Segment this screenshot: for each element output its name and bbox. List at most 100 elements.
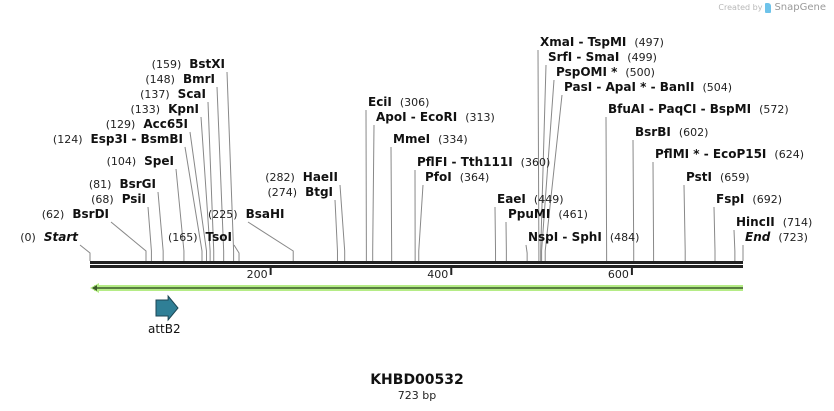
enzyme-name: PsiI xyxy=(122,192,146,206)
feature-arrows[interactable] xyxy=(155,294,179,322)
cut-site-spei[interactable]: (104) SpeI xyxy=(107,154,174,168)
svg-text:(282)HaeII[interactable]: (282) HaeII xyxy=(265,170,338,184)
feature-arrow-attb2-icon[interactable] xyxy=(155,294,179,322)
svg-text:(148)BmrI[interactable]: (148) BmrI xyxy=(145,72,215,86)
cut-site-apoi-ecori[interactable]: ApoI - EcoRI (313) xyxy=(376,110,495,124)
cut-site-tsoi[interactable]: (165) TsoI xyxy=(168,230,232,244)
enzyme-name: End xyxy=(745,230,771,244)
cut-position: (129) xyxy=(106,118,136,131)
cut-site-psii[interactable]: (68) PsiI xyxy=(91,192,146,206)
backbone-top-strand xyxy=(90,261,743,264)
cut-site-kpni[interactable]: (133) KpnI xyxy=(131,102,200,116)
svg-text:(124)Esp3I - BsmBI[interactable]: (124) Esp3I - BsmBI xyxy=(53,132,183,146)
cut-position: (497) xyxy=(634,36,664,49)
credit-prefix: Created by xyxy=(718,3,763,12)
svg-text:(129)Acc65I[interactable]: (129) Acc65I xyxy=(106,117,188,131)
enzyme-name: PpuMI xyxy=(508,207,550,221)
cut-site-mmei[interactable]: MmeI (334) xyxy=(393,132,468,146)
cut-site-scai[interactable]: (137) ScaI xyxy=(140,87,206,101)
cut-site-fspi[interactable]: FspI (692) xyxy=(716,192,782,206)
cut-position: (104) xyxy=(107,155,137,168)
cut-site-haeii[interactable]: (282) HaeII xyxy=(265,170,338,184)
cut-position: (714) xyxy=(783,216,813,229)
cut-position: (500) xyxy=(625,66,655,79)
svg-text:(104)SpeI[interactable]: (104) SpeI xyxy=(107,154,174,168)
svg-text:(165)TsoI[interactable]: (165) TsoI xyxy=(168,230,232,244)
cut-site-pspomi-[interactable]: PspOMI * (500) xyxy=(556,65,655,79)
cut-site-pfoi[interactable]: PfoI (364) xyxy=(425,170,489,184)
cut-site-line xyxy=(525,244,528,261)
cut-site-nspi-sphi[interactable]: NspI - SphI (484) xyxy=(528,230,639,244)
svg-text:PstI(659)[interactable]: PstI (659) xyxy=(686,170,750,184)
cut-site-bmri[interactable]: (148) BmrI xyxy=(145,72,215,86)
cut-site-line xyxy=(157,191,164,261)
cut-position: (449) xyxy=(534,193,564,206)
svg-text:NspI - SphI(484)[interactable]: NspI - SphI (484) xyxy=(528,230,639,244)
map-length: 723 bp xyxy=(397,389,437,402)
enzyme-name: Start xyxy=(44,230,79,244)
cut-site-pasi-apai-banii[interactable]: PasI - ApaI * - BanII (504) xyxy=(564,80,732,94)
svg-text:(62)BsrDI[interactable]: (62) BsrDI xyxy=(42,207,109,221)
cut-site-esp3i-bsmbi[interactable]: (124) Esp3I - BsmBI xyxy=(53,132,183,146)
svg-text:(274)BtgI[interactable]: (274) BtgI xyxy=(267,185,333,199)
svg-text:BfuAI - PaqCI - BspMI(572)[interactable]: BfuAI - PaqCI - BspMI (572) xyxy=(608,102,789,116)
cut-site-start[interactable]: (0) Start xyxy=(20,230,79,244)
enzyme-name: BstXI xyxy=(189,57,225,71)
cut-site-psti[interactable]: PstI (659) xyxy=(686,170,750,184)
svg-text:FspI(692)[interactable]: FspI (692) xyxy=(716,192,782,206)
cut-site-bfuai-paqci-bspmi[interactable]: BfuAI - PaqCI - BspMI (572) xyxy=(608,102,789,116)
cut-site-btgi[interactable]: (274) BtgI xyxy=(267,185,333,199)
svg-text:(159)BstXI[interactable]: (159) BstXI xyxy=(152,57,225,71)
cut-site-bsrdi[interactable]: (62) BsrDI xyxy=(42,207,109,221)
cut-site-line xyxy=(713,206,716,261)
svg-text:EaeI(449)[interactable]: EaeI (449) xyxy=(497,192,564,206)
cut-position: (282) xyxy=(265,171,295,184)
cut-position: (360) xyxy=(521,156,551,169)
cut-site-ecii[interactable]: EciI (306) xyxy=(368,95,429,109)
svg-text:PflMI * - EcoP15I(624)[interactable]: PflMI * - EcoP15I (624) xyxy=(655,147,804,161)
svg-text:PpuMI(461)[interactable]: PpuMI (461) xyxy=(508,207,588,221)
svg-text:(0)Start[interactable]: (0) Start xyxy=(20,230,79,244)
cut-site-eaei[interactable]: EaeI (449) xyxy=(497,192,564,206)
feature-bar[interactable] xyxy=(90,283,743,293)
tick-mark xyxy=(450,268,453,275)
svg-text:EciI(306)[interactable]: EciI (306) xyxy=(368,95,429,109)
svg-text:(225)BsaHI[interactable]: (225) BsaHI xyxy=(208,207,285,221)
cut-site-bstxi[interactable]: (159) BstXI xyxy=(152,57,225,71)
enzyme-name: BsrGI xyxy=(119,177,156,191)
cut-site-line xyxy=(544,94,563,261)
svg-text:End(723)[interactable]: End (723) xyxy=(745,230,808,244)
svg-text:PspOMI *(500)[interactable]: PspOMI * (500) xyxy=(556,65,655,79)
svg-text:HincII(714)[interactable]: HincII (714) xyxy=(736,215,812,229)
svg-text:PfoI(364)[interactable]: PfoI (364) xyxy=(425,170,489,184)
cut-site-bsrgi[interactable]: (81) BsrGI xyxy=(89,177,156,191)
svg-text:(137)ScaI[interactable]: (137) ScaI xyxy=(140,87,206,101)
cut-site-pflmi-ecop15i[interactable]: PflMI * - EcoP15I (624) xyxy=(655,147,804,161)
cut-site-line xyxy=(733,229,736,261)
enzyme-name: PflFI - Tth111I xyxy=(417,155,513,169)
cut-site-bsahi[interactable]: (225) BsaHI xyxy=(208,207,285,221)
cut-site-end[interactable]: End (723) xyxy=(745,230,808,244)
cut-site-hincii[interactable]: HincII (714) xyxy=(736,215,812,229)
svg-text:PasI - ApaI * - BanII(504)[interactable]: PasI - ApaI * - BanII (504) xyxy=(564,80,732,94)
svg-text:(81)BsrGI[interactable]: (81) BsrGI xyxy=(89,177,156,191)
cut-site-pflfi-tth111i[interactable]: PflFI - Tth111I (360) xyxy=(417,155,550,169)
cut-site-acc65i[interactable]: (129) Acc65I xyxy=(106,117,188,131)
cut-site-bsrbi[interactable]: BsrBI (602) xyxy=(635,125,708,139)
svg-text:(68)PsiI[interactable]: (68) PsiI xyxy=(91,192,146,206)
enzyme-name: BtgI xyxy=(305,185,333,199)
backbone-bottom-strand xyxy=(90,265,743,268)
enzyme-name: SpeI xyxy=(144,154,174,168)
svg-text:SrfI - SmaI(499)[interactable]: SrfI - SmaI (499) xyxy=(548,50,657,64)
svg-text:MmeI(334)[interactable]: MmeI (334) xyxy=(393,132,468,146)
svg-text:BsrBI(602)[interactable]: BsrBI (602) xyxy=(635,125,708,139)
svg-text:ApoI - EcoRI(313)[interactable]: ApoI - EcoRI (313) xyxy=(376,110,495,124)
svg-text:(133)KpnI[interactable]: (133) KpnI xyxy=(131,102,200,116)
cut-site-srfi-smai[interactable]: SrfI - SmaI (499) xyxy=(548,50,657,64)
cut-site-xmai-tspmi[interactable]: XmaI - TspMI (497) xyxy=(540,35,664,49)
cut-site-ppumi[interactable]: PpuMI (461) xyxy=(508,207,588,221)
svg-text:XmaI - TspMI(497)[interactable]: XmaI - TspMI (497) xyxy=(540,35,664,49)
svg-text:PflFI - Tth111I(360)[interactable]: PflFI - Tth111I (360) xyxy=(417,155,550,169)
ruler-ticks: 200 400 600 xyxy=(247,268,633,281)
cut-position: (364) xyxy=(460,171,490,184)
